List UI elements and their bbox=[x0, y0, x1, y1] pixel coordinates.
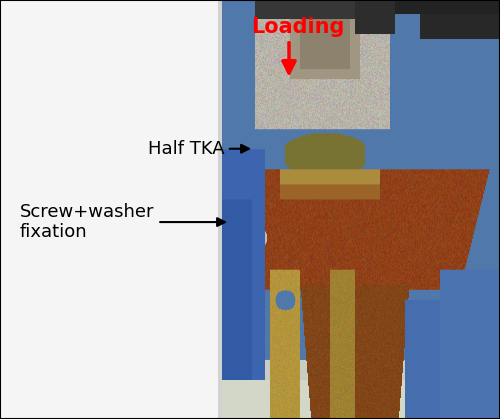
Text: Half TKA: Half TKA bbox=[148, 140, 249, 158]
Text: Screw+washer
fixation: Screw+washer fixation bbox=[20, 203, 225, 241]
Text: Loading: Loading bbox=[251, 17, 344, 37]
